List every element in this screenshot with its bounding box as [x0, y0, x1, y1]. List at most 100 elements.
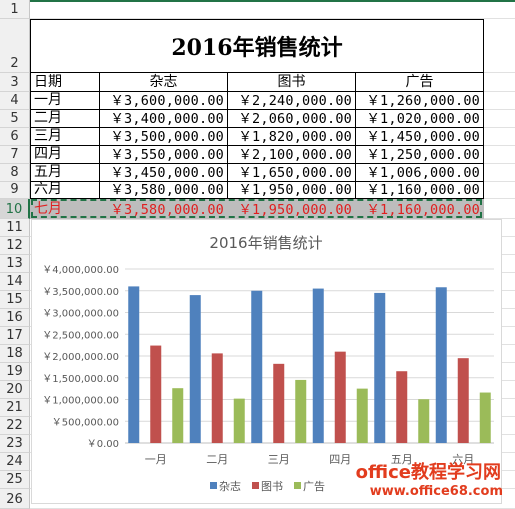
x-tick-label: 五月: [391, 453, 413, 466]
table-cell[interactable]: 四月: [30, 146, 100, 164]
y-tick-label: ￥3,500,000.00: [42, 287, 119, 298]
row-header-1[interactable]: 1: [0, 0, 30, 19]
row-header-13[interactable]: 13: [0, 255, 30, 273]
legend-swatch-杂志: [210, 482, 217, 489]
bar-广告-四月: [356, 388, 368, 443]
table-cell[interactable]: 六月: [30, 182, 100, 199]
gridline: [30, 18, 515, 19]
watermark-url: www.office68.com: [369, 484, 503, 499]
table-cell[interactable]: ￥1,450,000.00: [356, 128, 484, 146]
table-cell[interactable]: 三月: [30, 128, 100, 146]
header-cell[interactable]: 图书: [228, 73, 356, 92]
x-tick-label: 四月: [329, 453, 351, 466]
table-cell[interactable]: 二月: [30, 110, 100, 128]
table-cell[interactable]: ￥1,160,000.00: [366, 202, 480, 218]
y-tick-label: ￥500,000.00: [52, 417, 119, 428]
row-header-7[interactable]: 7: [0, 146, 30, 164]
table-cell[interactable]: ￥1,650,000.00: [228, 164, 356, 182]
row-header-18[interactable]: 18: [0, 345, 30, 363]
chart-title: 2016年销售统计: [209, 234, 322, 252]
table-cell[interactable]: 七月: [34, 201, 62, 217]
row-header-4[interactable]: 4: [0, 92, 30, 110]
bar-杂志-六月: [435, 287, 447, 443]
y-tick-label: ￥2,000,000.00: [42, 352, 119, 363]
bar-广告-一月: [172, 388, 184, 443]
row-header-8[interactable]: 8: [0, 164, 30, 182]
copied-row-background: [30, 199, 484, 219]
table-cell[interactable]: ￥3,400,000.00: [100, 110, 228, 128]
table-cell[interactable]: ￥3,600,000.00: [100, 92, 228, 110]
bar-广告-二月: [233, 398, 245, 443]
bar-杂志-一月: [128, 286, 140, 443]
bar-图书-二月: [211, 353, 223, 443]
bar-杂志-五月: [374, 292, 386, 443]
row-header-22[interactable]: 22: [0, 417, 30, 435]
row-header-3[interactable]: 3: [0, 73, 30, 92]
row-header-15[interactable]: 15: [0, 291, 30, 309]
table-cell[interactable]: 五月: [30, 164, 100, 182]
table-cell[interactable]: ￥3,500,000.00: [100, 128, 228, 146]
bar-杂志-四月: [312, 288, 324, 443]
row-header-12[interactable]: 12: [0, 237, 30, 255]
table-cell[interactable]: ￥3,580,000.00: [110, 202, 224, 218]
x-tick-label: 六月: [452, 453, 474, 466]
row-header-26[interactable]: 26: [0, 489, 30, 509]
table-cell[interactable]: ￥3,550,000.00: [100, 146, 228, 164]
chart-canvas: 2016年销售统计 ￥0.00 ￥500,000.00 ￥1,000,000.00 ￥1…: [42, 234, 494, 493]
bar-图书-四月: [334, 351, 346, 443]
y-tick-label: ￥0.00: [87, 439, 119, 450]
table-cell[interactable]: ￥1,020,000.00: [356, 110, 484, 128]
legend-label: 杂志: [219, 480, 241, 493]
y-tick-label: ￥3,000,000.00: [42, 309, 119, 320]
header-cell[interactable]: 杂志: [100, 73, 228, 92]
row-header-25[interactable]: 25: [0, 471, 30, 489]
table-cell[interactable]: ￥1,820,000.00: [228, 128, 356, 146]
table-title[interactable]: 2016年销售统计: [30, 19, 484, 73]
table-cell[interactable]: ￥1,260,000.00: [356, 92, 484, 110]
row-header-17[interactable]: 17: [0, 327, 30, 345]
bar-图书-五月: [396, 371, 408, 443]
table-cell[interactable]: ￥2,060,000.00: [228, 110, 356, 128]
header-cell[interactable]: 日期: [30, 73, 100, 92]
row-header-20[interactable]: 20: [0, 381, 30, 399]
bar-广告-五月: [418, 399, 430, 443]
row-header-11[interactable]: 11: [0, 219, 30, 237]
table-cell[interactable]: ￥2,240,000.00: [228, 92, 356, 110]
table-cell[interactable]: ￥1,950,000.00: [238, 202, 352, 218]
header-cell[interactable]: 广告: [356, 73, 484, 92]
legend-label: 广告: [303, 480, 325, 493]
row-header-6[interactable]: 6: [0, 128, 30, 146]
column-chart[interactable]: 2016年销售统计 ￥0.00 ￥500,000.00 ￥1,000,000.00 ￥1…: [31, 219, 502, 504]
bar-广告-六月: [479, 392, 491, 443]
y-tick-label: ￥1,000,000.00: [42, 396, 119, 407]
row-header-5[interactable]: 5: [0, 110, 30, 128]
watermark-text: office教程学习网: [355, 462, 501, 483]
table-cell[interactable]: ￥1,160,000.00: [356, 182, 484, 199]
row-header-23[interactable]: 23: [0, 435, 30, 453]
row-header-2[interactable]: 2: [0, 19, 30, 73]
table-cell[interactable]: ￥1,950,000.00: [228, 182, 356, 199]
table-cell[interactable]: ￥1,250,000.00: [356, 146, 484, 164]
legend-label: 图书: [261, 480, 283, 493]
row-header-14[interactable]: 14: [0, 273, 30, 291]
legend-swatch-广告: [294, 482, 301, 489]
y-tick-label: ￥4,000,000.00: [42, 265, 119, 276]
table-cell[interactable]: 一月: [30, 92, 100, 110]
row-header-16[interactable]: 16: [0, 309, 30, 327]
bar-图书-一月: [150, 345, 162, 443]
table-cell[interactable]: ￥2,100,000.00: [228, 146, 356, 164]
row-header-9[interactable]: 9: [0, 182, 30, 199]
bar-图书-六月: [457, 358, 469, 443]
x-tick-label: 三月: [268, 453, 290, 466]
row-header-21[interactable]: 21: [0, 399, 30, 417]
table-cell[interactable]: ￥3,580,000.00: [100, 182, 228, 199]
row-header-24[interactable]: 24: [0, 453, 30, 471]
top-border: [0, 0, 515, 2]
x-tick-label: 一月: [145, 453, 167, 466]
row-header-19[interactable]: 19: [0, 363, 30, 381]
copy-selection-marquee: [31, 199, 482, 218]
row-header-10[interactable]: 10: [0, 199, 30, 219]
table-cell[interactable]: ￥1,006,000.00: [356, 164, 484, 182]
table-cell[interactable]: ￥3,450,000.00: [100, 164, 228, 182]
